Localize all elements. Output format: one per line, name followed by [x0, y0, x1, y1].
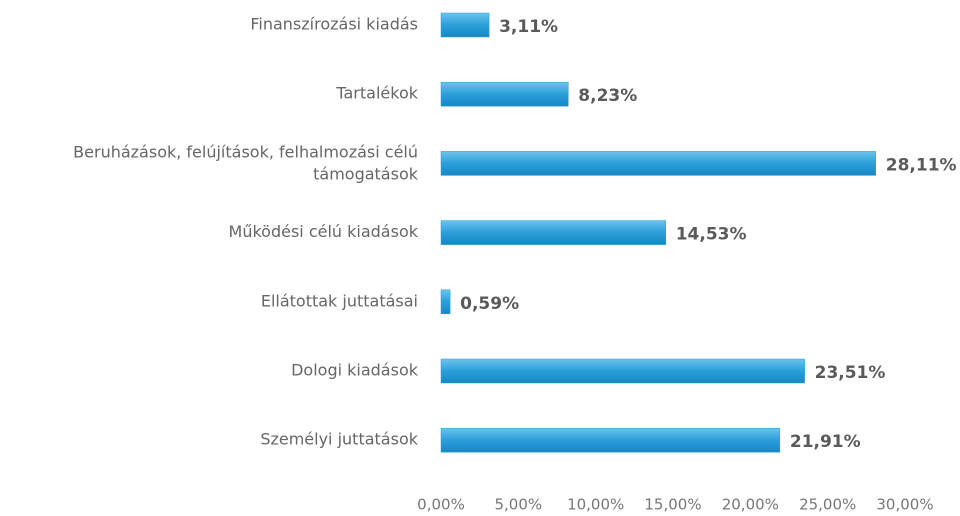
- value-label: 0,59%: [460, 294, 519, 314]
- x-tick-label: 15,00%: [644, 496, 701, 514]
- x-tick-label: 20,00%: [722, 496, 779, 514]
- x-tick-label: 0,00%: [417, 496, 465, 514]
- value-label: 28,11%: [886, 155, 957, 175]
- bar: [440, 220, 666, 245]
- value-label: 21,91%: [790, 432, 861, 452]
- value-label: 14,53%: [676, 225, 747, 245]
- x-tick-label: 25,00%: [799, 496, 856, 514]
- x-tick-label: 10,00%: [567, 496, 624, 514]
- y-tick-label: Működési célú kiadások: [229, 222, 419, 241]
- y-tick-label: Dologi kiadások: [291, 361, 419, 380]
- bar: [440, 151, 877, 176]
- value-label: 3,11%: [499, 17, 558, 37]
- value-label: 8,23%: [578, 86, 637, 106]
- value-label: 23,51%: [815, 363, 886, 383]
- y-tick-label: Személyi juttatások: [260, 430, 418, 449]
- bar: [440, 289, 451, 315]
- bar: [440, 427, 781, 453]
- bar: [440, 358, 805, 384]
- x-tick-label: 30,00%: [876, 496, 933, 514]
- y-tick-label: Ellátottak juttatásai: [261, 291, 418, 310]
- bar: [440, 12, 490, 38]
- y-tick-label: Beruházások, felújítások, felhalmozási c…: [73, 142, 419, 183]
- y-tick-label: Finanszírozási kiadás: [250, 15, 418, 34]
- x-tick-label: 5,00%: [495, 496, 543, 514]
- y-tick-label: Tartalékok: [335, 84, 418, 103]
- bar: [440, 81, 569, 107]
